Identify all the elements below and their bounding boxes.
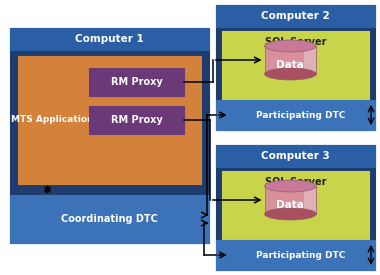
- Bar: [10, 28, 209, 243]
- Text: Computer 3: Computer 3: [261, 151, 330, 161]
- Bar: [216, 5, 375, 27]
- Bar: [216, 145, 375, 270]
- Text: Data: Data: [277, 200, 304, 210]
- Text: Data: Data: [277, 60, 304, 70]
- Text: SQL Server: SQL Server: [264, 176, 326, 186]
- Bar: [216, 100, 375, 130]
- Ellipse shape: [264, 40, 316, 52]
- Bar: [89, 68, 184, 96]
- Bar: [216, 5, 375, 130]
- Bar: [264, 186, 316, 214]
- Bar: [222, 31, 369, 101]
- Ellipse shape: [264, 208, 316, 220]
- Text: Computer 1: Computer 1: [75, 34, 144, 44]
- Text: MTS Application: MTS Application: [11, 116, 94, 125]
- Bar: [89, 106, 184, 134]
- Text: RM Proxy: RM Proxy: [111, 77, 163, 87]
- Text: Computer 2: Computer 2: [261, 11, 330, 21]
- Text: SQL Server: SQL Server: [264, 36, 326, 46]
- Text: Participating DTC: Participating DTC: [256, 111, 345, 120]
- Text: RM Proxy: RM Proxy: [111, 115, 163, 125]
- Bar: [264, 46, 316, 74]
- Bar: [222, 171, 369, 241]
- Bar: [304, 186, 316, 214]
- Bar: [17, 56, 201, 184]
- Bar: [304, 46, 316, 74]
- Bar: [10, 195, 209, 243]
- Bar: [216, 240, 375, 270]
- Ellipse shape: [264, 68, 316, 80]
- Bar: [216, 145, 375, 167]
- Text: Participating DTC: Participating DTC: [256, 251, 345, 260]
- Text: Coordinating DTC: Coordinating DTC: [61, 214, 158, 224]
- Bar: [10, 28, 209, 50]
- Ellipse shape: [264, 180, 316, 192]
